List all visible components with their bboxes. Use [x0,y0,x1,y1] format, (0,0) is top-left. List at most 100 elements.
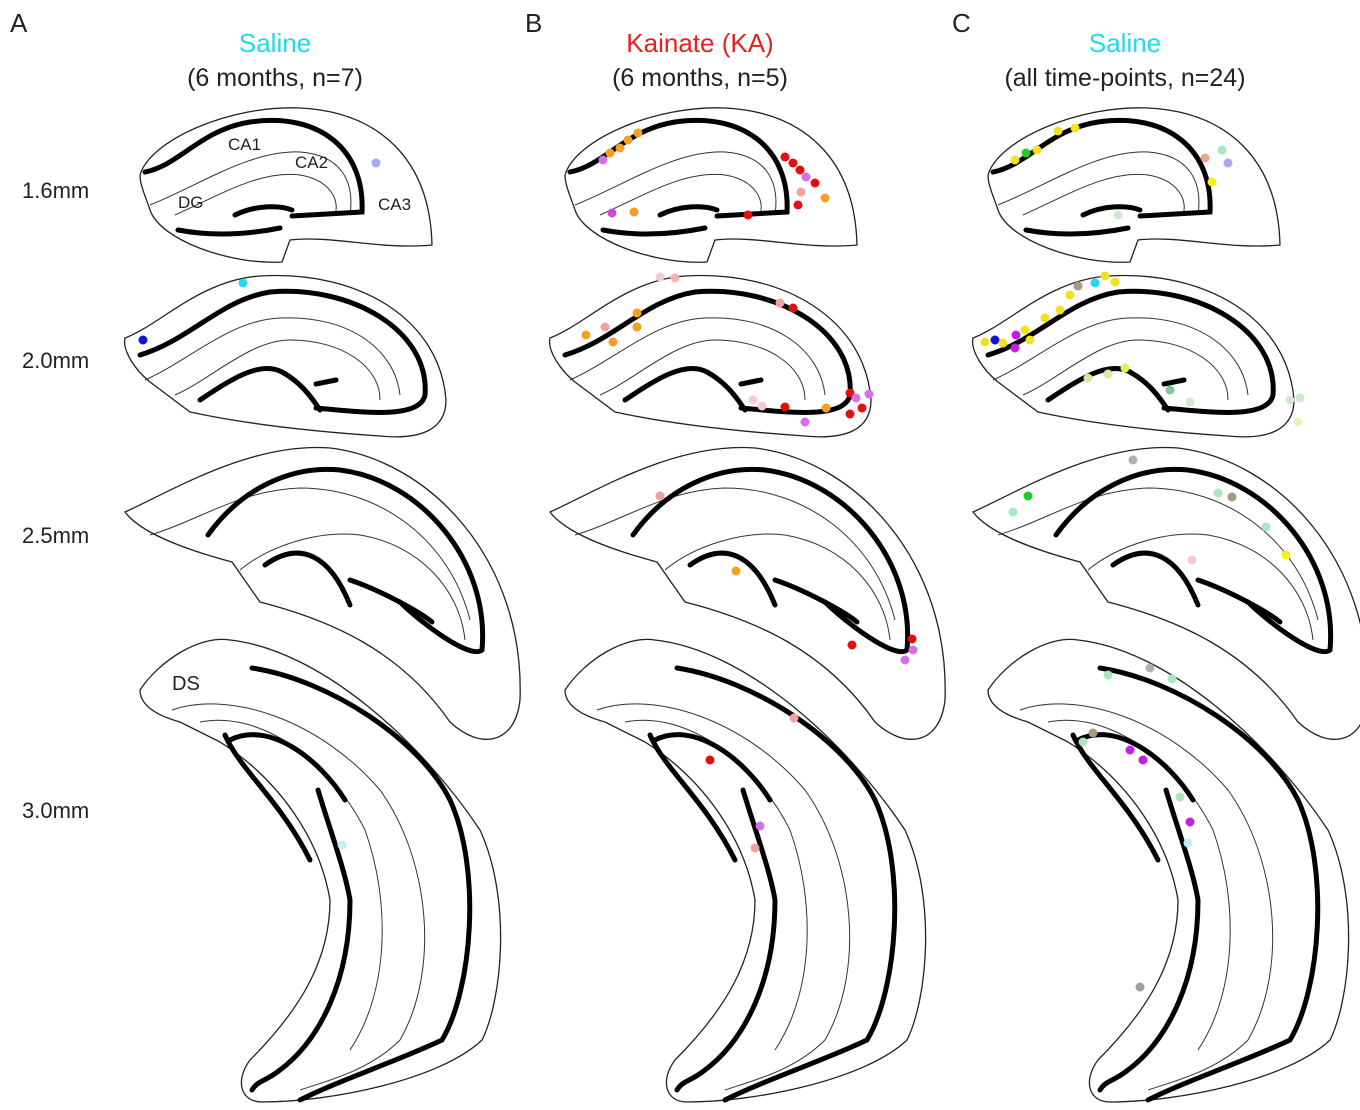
site-dot [901,656,910,665]
depth-label: 2.0mm [22,348,89,373]
depth-label: 1.6mm [22,178,89,203]
site-dot [582,331,591,340]
panel-subtitle: (6 months, n=5) [612,64,788,92]
site-dot [744,211,753,220]
site-dot [1186,398,1195,407]
site-dot [1079,738,1088,747]
site-dot [1129,456,1138,465]
site-dot [1296,394,1305,403]
site-dot [1176,793,1185,802]
site-dot [1011,156,1020,165]
site-dot [1033,146,1042,155]
site-dot [1214,489,1223,498]
panel-title: Saline [1089,28,1161,58]
site-dot [624,136,633,145]
site-dot [1026,336,1035,345]
site-dot [1121,364,1130,373]
site-dot [1294,418,1303,427]
site-dot [1208,178,1217,187]
site-dot [1021,326,1030,335]
site-dot [908,635,917,644]
site-dot [732,567,741,576]
site-dot [1114,211,1123,220]
region-label: DG [178,193,204,212]
site-dot [999,339,1008,348]
site-dot [671,274,680,283]
site-dot [634,129,643,138]
site-dot [991,336,1000,345]
site-dot [1104,370,1113,379]
panel-letter: B [525,8,542,38]
site-dot [1188,556,1197,565]
site-dot [338,841,347,850]
site-dot [1054,127,1063,136]
site-dot [1262,523,1271,532]
site-dot [1104,671,1113,680]
site-dot [601,323,610,332]
site-dot [1218,146,1227,155]
site-dot [630,208,639,217]
site-dot [599,156,608,165]
site-dot [139,336,148,345]
site-dot [1011,344,1020,353]
panel-letter: A [10,8,28,38]
site-dot [1009,508,1018,517]
region-label: CA3 [378,195,411,214]
site-dot [781,403,790,412]
site-dot [1111,278,1120,287]
site-dot [1186,818,1195,827]
site-dot [1091,279,1100,288]
site-dot [1066,291,1075,300]
site-dot [1084,374,1093,383]
site-dot [1201,154,1210,163]
site-dot [1071,124,1080,133]
site-dot [802,173,811,182]
site-dot [1056,306,1065,315]
site-dot [852,394,861,403]
site-dot [1228,493,1237,502]
site-dot [909,646,918,655]
site-dot [1286,396,1295,405]
site-dot [1012,331,1021,340]
site-dot [1184,839,1193,848]
site-dot [1074,282,1083,291]
panel-title: Saline [239,28,311,58]
site-dot [633,323,642,332]
site-dot [758,402,767,411]
site-dot [1089,729,1098,738]
site-dot [848,641,857,650]
region-label: DS [172,673,200,695]
sections-c [973,108,1360,1102]
site-dot [606,149,615,158]
site-dot [801,418,810,427]
site-dot [1136,983,1145,992]
site-dot [781,153,790,162]
site-dot [1041,314,1050,323]
site-dot [751,844,760,853]
site-dot [789,304,798,313]
panel-subtitle: (6 months, n=7) [187,64,363,92]
site-dot [822,404,831,413]
site-dot [1101,272,1110,281]
site-dot [1022,149,1031,158]
site-dot [1024,492,1033,501]
site-dot [1146,664,1155,673]
site-dot [821,194,830,203]
site-dot [239,279,248,288]
panel-subtitle: (all time-points, n=24) [1004,64,1245,92]
panel-title: Kainate (KA) [626,28,773,58]
site-dot [797,188,806,197]
site-dot [796,166,805,175]
region-label: CA2 [295,153,328,172]
site-dot [846,410,855,419]
site-dot [789,159,798,168]
site-dot [1139,756,1148,765]
site-dot [858,404,867,413]
panel-letter: C [952,8,971,38]
sections-a [125,108,521,1102]
site-dot [372,159,381,168]
site-dot [609,338,618,347]
site-dot [811,179,820,188]
figure: A B C Saline Kainate (KA) Saline (6 mont… [0,0,1360,1110]
site-dot [981,338,990,347]
